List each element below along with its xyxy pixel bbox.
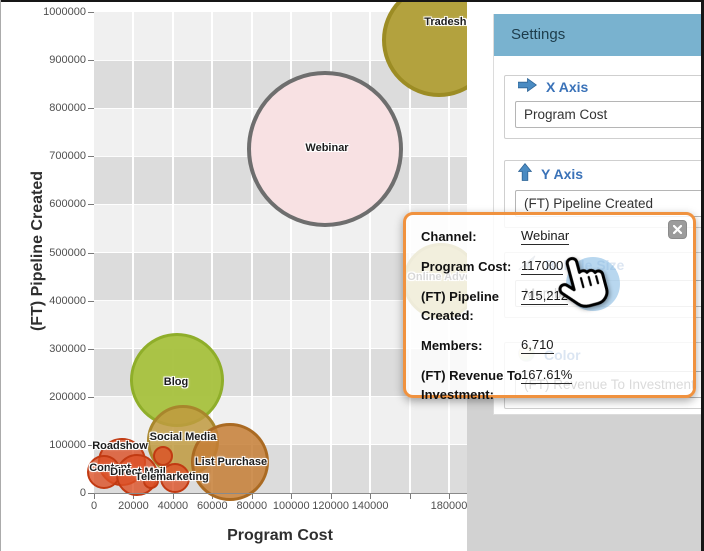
bubble-list-purchase[interactable] [191,423,270,502]
gridline-horizontal [94,59,467,61]
x-axis-fieldset: X Axis Program Cost [504,75,704,139]
x-tick-label: 100000 [272,500,310,512]
x-tick [251,493,253,499]
tooltip-row-revenue: (FT) Revenue To Investment: 167.61% [421,366,679,404]
y-tick [88,252,94,254]
y-tick-label: 0 [79,487,86,499]
bubble-label-social-media: Social Media [149,431,217,443]
tooltip-label: Members: [421,338,483,353]
y-tick-label: 600000 [49,198,86,211]
page-background [467,398,704,551]
y-tick [88,493,94,494]
tooltip-row-members: Members: 6,710 [421,336,679,355]
y-axis-label: Y Axis [541,165,584,182]
x-axis-line [94,493,467,494]
datapoint-tooltip: Channel: Webinar Program Cost: 117000 (F… [403,212,696,402]
window-border-top [0,0,704,2]
bubble-label-roadshow: Roadshow [92,440,148,452]
bubble-label-list-purchase: List Purchase [194,456,268,468]
y-axis-legend: Y Axis [513,162,704,184]
y-tick-label: 500000 [49,246,86,259]
hand-cursor-icon [549,247,622,325]
bubble-webinar[interactable] [246,70,403,227]
tooltip-rows: Channel: Webinar Program Cost: 117000 (F… [421,227,679,415]
y-tick [88,156,94,158]
tooltip-value-program-cost[interactable]: 117000 [521,258,564,275]
tooltip-label: (FT) Revenue To Investment: [421,368,522,402]
x-tick [172,493,174,499]
bubble-label-webinar: Webinar [305,142,349,154]
bubble-label-blog: Blog [163,376,189,388]
gridline-horizontal [94,444,467,446]
x-tick [370,493,372,499]
y-tick-label: 1000000 [43,6,86,18]
gridline-horizontal [94,300,467,302]
gridline-horizontal [94,396,467,398]
x-axis-label: X Axis [546,78,589,95]
y-tick [88,444,94,446]
x-tick-label: 140000 [351,500,389,512]
x-tick-label: 80000 [236,500,268,512]
close-icon[interactable] [668,220,687,239]
x-tick [409,493,411,499]
bubble-label-content: Content [89,462,131,474]
gridline-horizontal [94,252,467,253]
arrow-up-icon [517,162,533,184]
x-tick-label: 40000 [157,500,189,512]
y-tick-label: 700000 [49,150,86,163]
bubble-telemarketing[interactable] [159,463,190,494]
y-tick [88,396,94,398]
y-tick [88,60,94,62]
x-tick [94,493,95,499]
x-tick-label: 180000 [430,500,467,512]
gridline-horizontal [94,348,467,350]
arrow-right-icon [517,77,538,95]
tooltip-label: (FT) Pipeline Created: [421,289,499,323]
x-tick [291,493,293,499]
y-axis-title: (FT) Pipeline Created [29,170,46,332]
settings-panel-title: Settings [494,14,704,56]
tooltip-label: Program Cost: [421,259,512,274]
y-tick [88,12,94,13]
x-tick-label: 120000 [312,500,350,512]
y-tick [88,108,94,110]
window-border-right [701,0,704,551]
x-tick [449,493,450,499]
y-tick [88,204,94,206]
x-tick-label: 0 [90,500,98,512]
x-axis-select[interactable]: Program Cost [515,101,704,128]
y-tick-label: 400000 [49,294,86,307]
tooltip-label: Channel: [421,229,477,244]
x-tick-label: 60000 [197,500,228,512]
tooltip-value-revenue[interactable]: 167.61% [521,367,573,384]
y-tick-label: 200000 [49,390,86,403]
bubble-label-tradeshow: Tradeshow [424,16,467,28]
x-tick-label: 20000 [118,500,149,512]
x-axis-legend: X Axis [513,77,704,95]
y-tick [88,348,94,350]
y-tick-label: 900000 [49,54,86,67]
bubble-label-telemarketing: Telemarketing [135,471,209,483]
tooltip-row-pipeline: (FT) Pipeline Created: 715,212 [421,287,679,325]
tooltip-row-program-cost: Program Cost: 117000 [421,257,679,276]
y-tick-label: 100000 [49,438,86,451]
bubble-chart: 0 20000 40000 60000 80000 100000 120000 140000 1… [29,0,467,544]
bubble-label-direct-mail: Direct Mail [110,466,166,478]
tooltip-row-channel: Channel: Webinar [421,227,679,246]
y-tick [88,300,94,302]
x-axis-title: Program Cost [227,527,333,544]
y-tick-label: 300000 [49,342,86,355]
x-tick [133,493,135,499]
tooltip-value-pipeline[interactable]: 715,212 [521,288,568,305]
bubble-unlabeled[interactable] [153,445,174,466]
bubble-unlabeled[interactable] [143,472,160,489]
tooltip-value-channel[interactable]: Webinar [521,228,570,245]
window-border-left [0,0,1,551]
y-tick-label: 800000 [49,102,86,115]
x-tick [330,493,332,499]
tooltip-value-members[interactable]: 6,710 [521,337,554,354]
